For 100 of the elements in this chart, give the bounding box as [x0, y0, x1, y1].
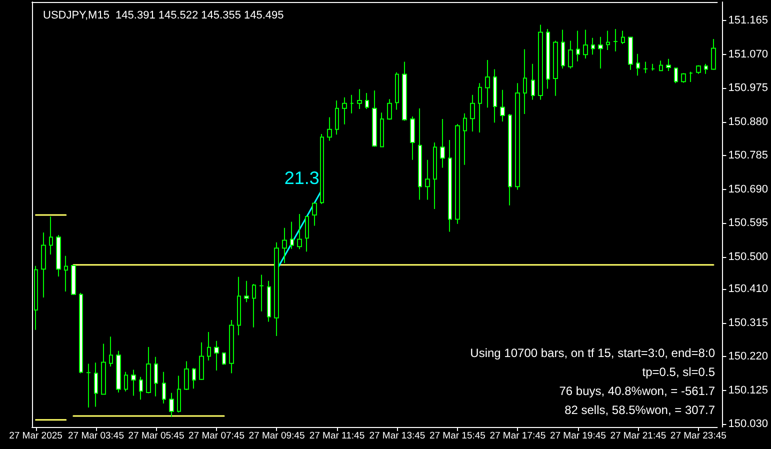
candlestick — [41, 232, 46, 298]
candlestick — [463, 112, 467, 166]
y-tick-label: 150.125 — [728, 384, 768, 396]
annotation: 82 sells, 58.5%won, = 307.7 — [564, 403, 716, 417]
candlestick — [523, 48, 527, 115]
candlestick — [139, 376, 143, 400]
candlestick — [621, 30, 625, 44]
x-tick-label: 27 Mar 03:45 — [68, 430, 124, 442]
candlestick — [651, 63, 655, 72]
candlestick — [154, 356, 158, 397]
y-tick-label: 150.595 — [728, 217, 768, 230]
candlestick — [659, 60, 663, 72]
candlestick — [553, 40, 558, 96]
x-tick-label: 27 Mar 11:45 — [309, 430, 365, 442]
y-tick-label: 150.315 — [728, 316, 768, 329]
candlestick — [628, 36, 633, 70]
candlestick — [591, 37, 595, 56]
candlestick — [418, 108, 422, 200]
candlestick — [274, 242, 279, 336]
candlestick — [485, 59, 490, 108]
candlestick — [169, 392, 174, 418]
candlestick — [335, 100, 339, 136]
x-tick-label: 27 Mar 13:45 — [369, 430, 426, 442]
candlestick — [244, 280, 249, 303]
candlestick — [365, 92, 369, 110]
candlestick — [350, 94, 354, 114]
y-tick-label: 150.975 — [728, 82, 768, 94]
candlestick — [433, 142, 437, 210]
candlestick — [34, 265, 38, 330]
candlestick — [613, 28, 618, 52]
candlestick — [267, 280, 271, 322]
annotation: Using 10700 bars, on tf 15, start=3:0, end=8:0 — [470, 346, 716, 360]
candlestick — [71, 264, 76, 296]
candlestick — [598, 36, 603, 70]
annotation: tp=0.5, sl=0.5 — [642, 365, 716, 379]
candlestick — [199, 342, 204, 381]
x-tick-label: 27 Mar 09:45 — [248, 430, 305, 442]
candlestick — [493, 68, 497, 124]
candlestick — [478, 82, 482, 134]
candlestick — [380, 112, 384, 148]
candlestick — [455, 123, 460, 224]
candlestick — [704, 63, 708, 74]
candlestick — [229, 319, 234, 374]
candlestick — [94, 362, 98, 408]
x-tick-label: 27 Mar 17:45 — [490, 430, 546, 442]
candlestick — [214, 340, 219, 371]
text: USDJPY,M15 145.391 145.522 145.355 145.495 — [43, 10, 284, 22]
x-tick-label: 27 Mar 05:45 — [128, 430, 184, 442]
candlestick — [64, 255, 68, 292]
annotation: 76 buys, 40.8%won, = -561.7 — [559, 384, 716, 398]
candlestick — [470, 94, 475, 132]
candlestick — [425, 159, 430, 200]
candlestick — [162, 371, 166, 404]
candlestick — [696, 64, 701, 74]
y-tick-label: 150.785 — [728, 150, 768, 162]
candlestick — [109, 336, 113, 368]
candlestick — [500, 89, 505, 122]
candlestick — [320, 133, 324, 205]
candlestick — [531, 63, 535, 100]
candlestick — [305, 216, 309, 252]
candlestick — [297, 213, 302, 250]
y-tick-label: 150.030 — [728, 418, 768, 430]
candlestick — [252, 284, 256, 328]
candlestick — [290, 221, 294, 250]
candlestick — [689, 71, 693, 83]
candlestick — [681, 72, 686, 84]
candlestick — [79, 292, 83, 374]
candlestick — [49, 216, 53, 256]
candlestick — [583, 29, 588, 60]
candlestick — [101, 343, 106, 395]
candlestick — [192, 367, 196, 390]
candlestick — [568, 40, 573, 70]
candlestick — [124, 371, 128, 392]
y-tick-label: 150.220 — [728, 350, 768, 363]
candlestick — [372, 90, 377, 148]
candlestick — [674, 68, 678, 84]
candlestick — [395, 72, 399, 110]
candlestick — [282, 227, 287, 264]
y-tick-label: 150.410 — [728, 283, 768, 296]
candlestick — [342, 96, 347, 125]
candlestick — [711, 38, 716, 70]
candlestick — [184, 360, 189, 391]
x-tick-label: 27 Mar 2025 — [9, 430, 62, 442]
candlestick — [222, 352, 226, 366]
candlestick — [440, 118, 445, 168]
candlestick — [327, 116, 332, 142]
candlestick — [56, 234, 61, 278]
candlestick — [131, 369, 136, 396]
candlestick — [546, 28, 550, 90]
y-tick-label: 150.500 — [728, 251, 768, 263]
candlestick — [561, 29, 565, 70]
candlestick — [207, 332, 211, 361]
candlestick — [357, 88, 362, 110]
candlestick — [606, 30, 610, 51]
candlestick — [448, 139, 452, 232]
candlestick — [515, 82, 520, 190]
candlestick — [146, 346, 151, 394]
candlestick — [116, 350, 121, 393]
candlestick — [643, 61, 648, 74]
x-tick-label: 27 Mar 23:45 — [670, 430, 726, 442]
